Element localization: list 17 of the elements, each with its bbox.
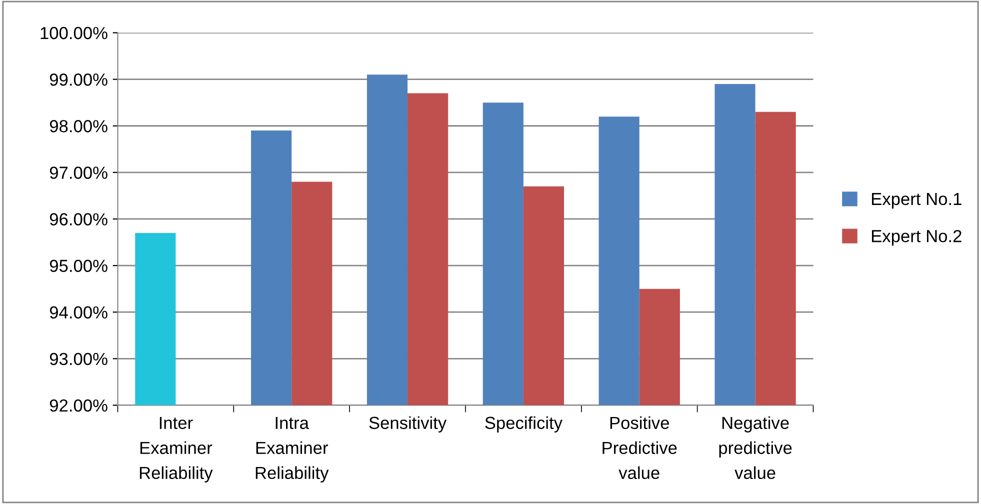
y-tick-label: 96.00% — [50, 213, 108, 226]
legend-label: Expert No.1 — [872, 193, 962, 209]
x-tick-label: Sensitivity — [369, 416, 447, 433]
x-tick-label: Specificity — [485, 416, 562, 433]
y-tick-label: 93.00% — [50, 352, 108, 366]
y-tick-label: 92.00% — [50, 399, 108, 412]
y-tick-label: 100.00% — [40, 26, 108, 40]
y-tick-label: 98.00% — [50, 120, 108, 132]
y-tick-label: 97.00% — [50, 166, 108, 179]
x-tick-label: Positive Predictive value — [602, 416, 677, 480]
y-tick-label: 95.00% — [50, 260, 108, 272]
x-tick-label: Intra Examiner Reliability — [256, 416, 329, 482]
y-tick-label: 99.00% — [50, 73, 108, 86]
x-tick-label: Inter Examiner Reliability — [140, 416, 213, 482]
y-tick-label: 94.00% — [50, 306, 108, 319]
legend-label: Expert No.2 — [872, 230, 962, 246]
x-tick-label: Negative predictive value — [719, 416, 792, 480]
